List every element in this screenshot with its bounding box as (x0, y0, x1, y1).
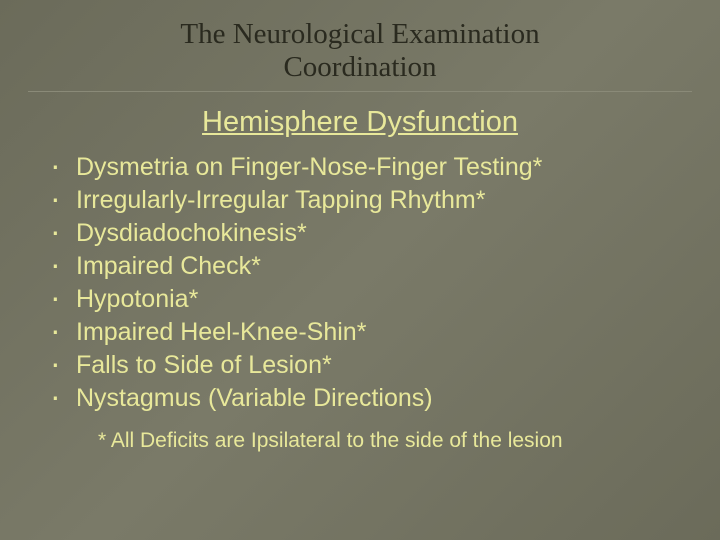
bullet-item: Impaired Heel-Knee-Shin* (50, 316, 692, 349)
bullet-item: Nystagmus (Variable Directions) (50, 382, 692, 415)
title-line-2: Coordination (28, 51, 692, 84)
title-block: The Neurological Examination Coordinatio… (28, 18, 692, 85)
slide-container: The Neurological Examination Coordinatio… (0, 0, 720, 540)
footnote: * All Deficits are Ipsilateral to the si… (28, 429, 692, 453)
subtitle: Hemisphere Dysfunction (28, 106, 692, 139)
bullet-item: Irregularly-Irregular Tapping Rhythm* (50, 184, 692, 217)
bullet-item: Dysdiadochokinesis* (50, 217, 692, 250)
bullet-list: Dysmetria on Finger-Nose-Finger Testing*… (28, 151, 692, 415)
title-line-1: The Neurological Examination (28, 18, 692, 51)
bullet-item: Dysmetria on Finger-Nose-Finger Testing* (50, 151, 692, 184)
bullet-item: Falls to Side of Lesion* (50, 349, 692, 382)
bullet-item: Impaired Check* (50, 250, 692, 283)
title-divider (28, 91, 692, 92)
bullet-item: Hypotonia* (50, 283, 692, 316)
